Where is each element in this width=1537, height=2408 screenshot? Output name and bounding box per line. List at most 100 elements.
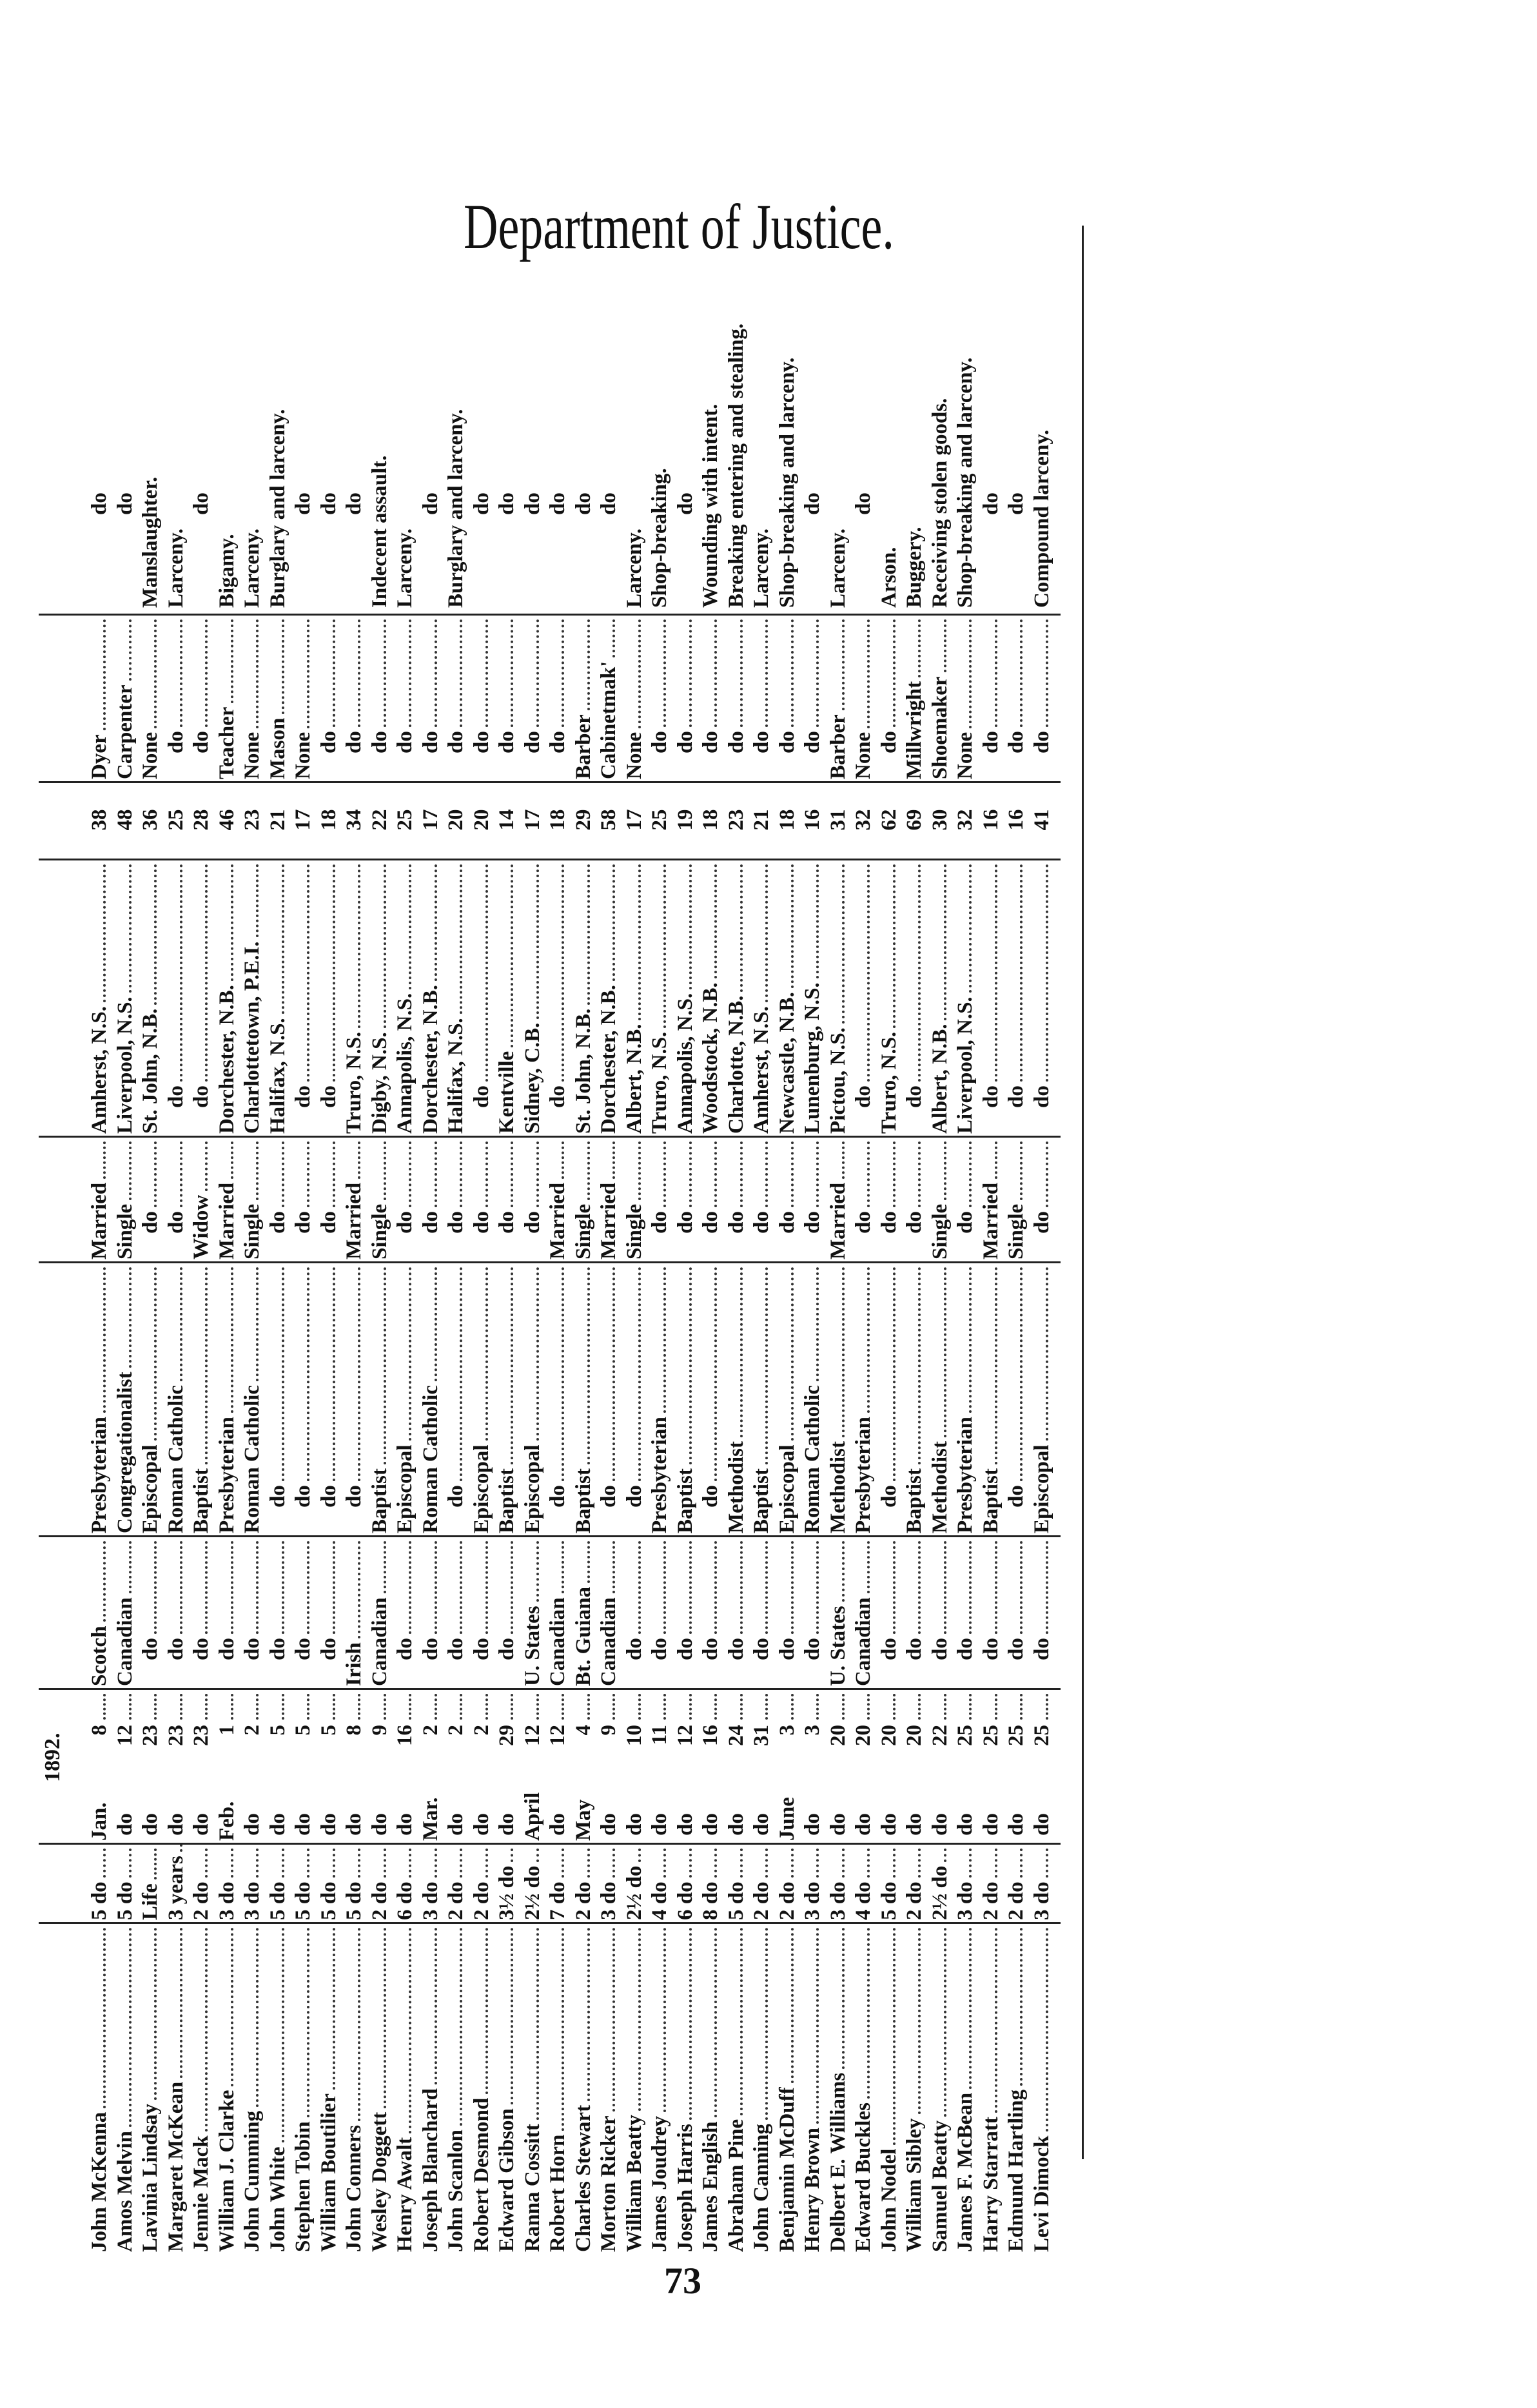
cell-date: do 3 <box>800 1690 826 1845</box>
cell-text: do <box>1004 1638 1028 1660</box>
cell-residence: do <box>902 860 928 1138</box>
dot-leader <box>291 1141 309 1208</box>
cell-date: do 2 <box>240 1690 266 1845</box>
cell-text: Married <box>826 1182 850 1259</box>
cell-residence: Albert, N.B. <box>928 860 954 1138</box>
cell-trade: do <box>749 616 775 783</box>
cell-text: 2 do <box>750 1881 773 1920</box>
table-row: Harry Starratt 2 do do 25 do Baptist Married do… <box>979 226 1004 2262</box>
dot-leader <box>266 864 284 1015</box>
date-month: do <box>1004 1813 1028 1836</box>
dot-leader <box>724 1267 743 1437</box>
cell-sentence: 3 do <box>800 1845 826 1924</box>
dot-leader <box>877 1141 896 1208</box>
cell-text: do <box>444 1485 467 1508</box>
cell-crime: do <box>469 226 495 616</box>
date-day: 12 <box>113 1725 137 1746</box>
cell-age: 14 <box>494 783 520 860</box>
cell-text: do <box>699 731 722 753</box>
dot-leader <box>622 1694 641 1720</box>
dot-leader <box>495 1849 513 1862</box>
cell-name: James English <box>698 1924 724 2256</box>
cell-name: Levi Dimock <box>1030 1924 1055 2256</box>
cell-text: Episcopal <box>139 1444 162 1533</box>
date-day: 2 <box>469 1725 493 1736</box>
dot-leader <box>622 1928 641 2112</box>
dot-leader <box>546 1267 564 1482</box>
cell-text: 16 <box>801 809 824 831</box>
cell-text: Baptist <box>673 1468 697 1533</box>
date-day: 3 <box>801 1725 824 1736</box>
cell-marital: do <box>775 1138 801 1263</box>
cell-text: Married <box>979 1182 1003 1259</box>
dot-leader <box>342 1141 360 1179</box>
cell-nationality: do <box>266 1537 291 1690</box>
cell-text: do <box>367 731 391 753</box>
cell-age: 46 <box>215 783 240 860</box>
dot-leader <box>877 1541 896 1635</box>
cell-marital: do <box>1030 1138 1055 1263</box>
cell-trade: do <box>520 616 546 783</box>
cell-religion: Presbyterian <box>87 1263 113 1537</box>
dot-leader <box>775 1141 794 1208</box>
dot-leader <box>954 1267 972 1413</box>
cell-age: 62 <box>877 783 903 860</box>
cell-crime: do <box>673 226 699 616</box>
cell-text: do <box>699 1485 722 1508</box>
cell-age: 19 <box>673 783 699 860</box>
cell-text: do <box>520 492 544 515</box>
cell-date: do 31 <box>749 1690 775 1845</box>
dot-leader <box>801 1849 819 1878</box>
dot-leader <box>444 1694 462 1720</box>
cell-text: Congregationalist <box>113 1372 137 1533</box>
cell-text: Episcopal <box>393 1444 416 1533</box>
cell-date: do 12 <box>545 1690 571 1845</box>
cell-date: do 23 <box>164 1690 190 1845</box>
table-row: Robert Horn 7 do do 12 Canadian do Married do 18… <box>545 226 571 2262</box>
cell-residence: Lunenburg, N.S. <box>800 860 826 1138</box>
cell-marital: Single <box>367 1138 393 1263</box>
cell-text: 18 <box>775 809 799 831</box>
cell-text: Sidney, C.B. <box>520 1022 544 1134</box>
dot-leader <box>317 1928 335 2090</box>
dot-leader <box>724 864 743 992</box>
dot-leader <box>164 1267 182 1381</box>
dot-leader <box>139 864 157 1005</box>
cell-name: William Boutilier <box>317 1924 342 2256</box>
cell-crime: do <box>189 226 215 616</box>
cell-sentence: 2 do <box>902 1845 928 1924</box>
cell-text: Widow <box>190 1194 213 1259</box>
cell-age: 18 <box>775 783 801 860</box>
table-row: Charles Stewart 2 do May 4 Bt. Guiana Baptist… <box>571 226 597 2262</box>
dot-leader <box>393 1849 411 1878</box>
cell-sentence: 3 do <box>826 1845 852 1924</box>
cell-residence: Dorchester, N.B. <box>596 860 622 1138</box>
cell-name: Robert Desmond <box>469 1924 495 2256</box>
date-day: 23 <box>190 1725 213 1746</box>
cell-text: do <box>342 731 366 753</box>
dot-leader <box>571 1267 590 1465</box>
cell-text: Edward Buckles <box>852 2102 875 2252</box>
cell-text: 3 do <box>215 1881 239 1920</box>
cell-text: do <box>571 492 595 515</box>
cell-residence: Liverpool, N.S. <box>113 860 139 1138</box>
cell-nationality: U. States <box>520 1537 546 1690</box>
cell-text: Single <box>240 1203 264 1259</box>
cell-text: do <box>495 731 518 753</box>
dot-leader <box>826 1141 845 1179</box>
cell-text: 5 do <box>342 1881 366 1920</box>
cell-text: Larceny. <box>826 528 850 608</box>
dot-leader <box>215 619 233 703</box>
dot-leader <box>444 1267 462 1482</box>
cell-nationality: U. States <box>826 1537 852 1690</box>
cell-text: Liverpool, N.S. <box>954 996 977 1134</box>
dot-leader <box>393 1267 411 1441</box>
table-row: John Canning 2 do do 31 do Baptist do Amherst, … <box>749 226 775 2262</box>
cell-marital: Married <box>87 1138 113 1263</box>
dot-leader <box>1004 619 1023 728</box>
cell-text: 41 <box>1030 809 1053 831</box>
cell-religion: do <box>266 1263 291 1537</box>
dot-leader <box>928 1141 946 1200</box>
dot-leader <box>852 1541 870 1594</box>
cell-text: 18 <box>546 809 569 831</box>
